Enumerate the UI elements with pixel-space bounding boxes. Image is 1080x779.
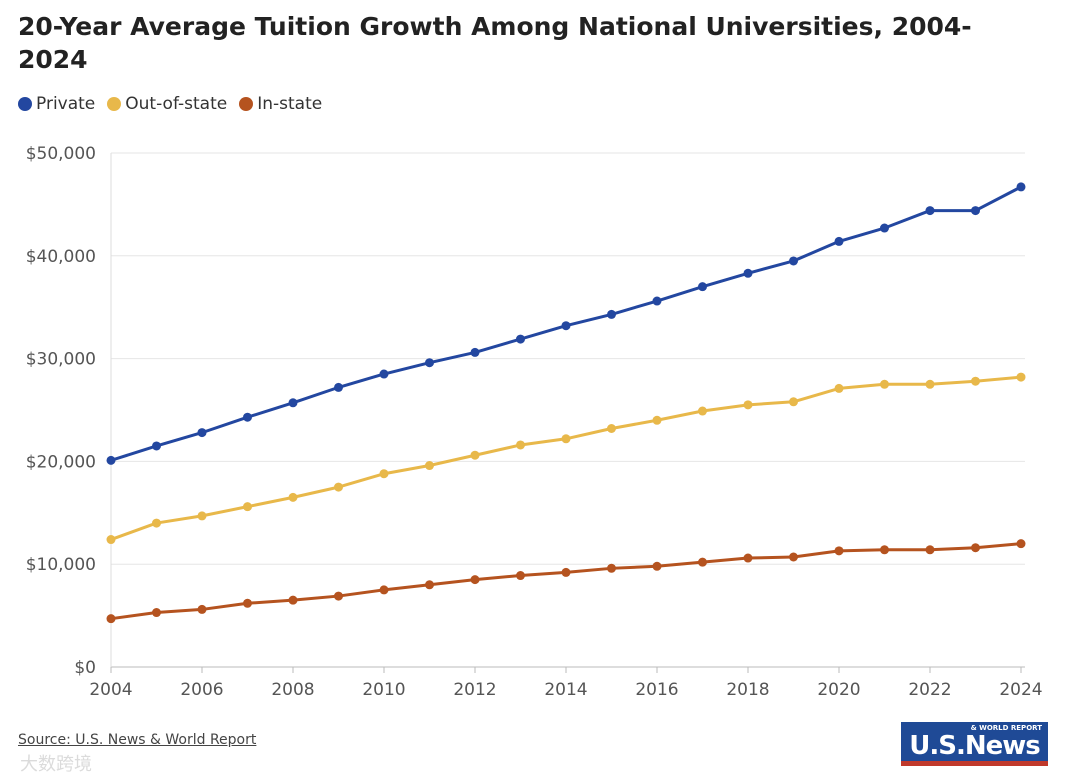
logo-main: U.S.News [909,731,1040,761]
data-point-in-state [607,563,616,573]
legend-swatch [18,97,32,111]
data-point-out-of-state [1016,372,1026,382]
data-point-private [789,256,798,266]
data-point-in-state [743,553,753,563]
x-tick-label: 2004 [89,680,132,700]
data-point-in-state [288,595,298,605]
x-tick-label: 2016 [635,680,678,700]
data-point-in-state [834,546,844,556]
data-point-private [652,296,662,306]
data-point-private [334,382,343,392]
data-point-out-of-state [288,492,298,502]
data-point-private [971,206,980,216]
x-tick-label: 2020 [817,680,860,700]
y-tick-label: $40,000 [26,247,96,267]
data-point-private [197,428,207,438]
data-point-out-of-state [925,379,935,389]
data-point-out-of-state [470,450,480,460]
data-point-out-of-state [152,518,161,528]
data-point-in-state [379,585,389,595]
data-point-out-of-state [698,406,707,416]
data-point-out-of-state [106,535,116,545]
data-point-private [880,223,889,233]
data-point-out-of-state [334,482,343,492]
data-point-out-of-state [197,511,207,521]
data-point-private [561,321,571,331]
legend: Private Out-of-state In-state [18,94,322,114]
data-point-private [288,398,298,408]
legend-swatch [107,97,122,111]
data-point-in-state [106,614,116,624]
source-link[interactable]: Source: U.S. News & World Report [18,732,257,748]
y-tick-label: $0 [74,658,96,678]
data-point-out-of-state [743,400,753,410]
data-point-out-of-state [561,434,571,444]
data-point-private [243,412,252,422]
data-point-private [470,347,480,357]
x-tick-label: 2012 [453,680,496,700]
data-point-in-state [516,571,525,581]
data-point-in-state [925,545,935,555]
legend-label: Out-of-state [125,94,228,114]
y-tick-label: $30,000 [26,350,96,370]
data-point-in-state [698,557,707,567]
data-point-out-of-state [789,397,798,407]
data-point-in-state [425,580,434,590]
data-point-in-state [470,575,480,585]
data-point-out-of-state [834,383,844,393]
data-point-in-state [789,552,798,562]
data-point-private [743,268,753,278]
data-point-out-of-state [516,440,525,450]
legend-label: Private [36,94,96,114]
data-point-out-of-state [425,461,434,471]
data-point-private [425,358,434,368]
x-tick-label: 2024 [999,680,1042,700]
x-tick-label: 2014 [544,680,587,700]
legend-item-private: Private [18,94,95,114]
x-tick-label: 2018 [726,680,769,700]
legend-item-out-of-state: Out-of-state [107,94,227,114]
x-tick-label: 2022 [908,680,951,700]
data-point-private [379,369,389,379]
logo-sub: & WORLD REPORT [970,724,1042,732]
data-point-in-state [652,561,662,571]
data-point-in-state [1016,539,1026,549]
legend-item-in-state: In-state [239,94,322,114]
series-line-out-of-state [110,375,1022,541]
watermark: 大数跨境 [20,754,92,775]
data-point-in-state [561,567,571,577]
data-point-private [1016,182,1026,192]
x-tick-label: 2006 [180,680,223,700]
x-tick-label: 2010 [362,680,405,700]
data-point-out-of-state [379,469,389,479]
usnews-logo: & WORLD REPORT U.S.News [901,722,1048,766]
data-point-in-state [880,545,889,555]
data-point-out-of-state [652,415,662,425]
data-point-out-of-state [243,502,252,512]
y-tick-label: $20,000 [26,452,96,472]
data-point-private [834,236,844,246]
data-point-private [516,334,525,344]
x-tick-label: 2008 [271,680,314,700]
chart-title: 20-Year Average Tuition Growth Among Nat… [18,12,972,74]
legend-swatch [239,97,254,111]
data-point-out-of-state [607,424,616,434]
data-point-out-of-state [971,376,980,386]
data-point-in-state [152,608,161,618]
data-point-private [698,282,707,292]
y-tick-label: $10,000 [26,555,96,575]
data-point-private [106,455,116,465]
data-point-in-state [971,543,980,553]
legend-label: In-state [257,94,323,114]
y-tick-label: $50,000 [26,144,96,164]
data-point-private [925,206,935,216]
data-point-in-state [334,591,343,601]
data-point-private [152,441,161,451]
data-point-in-state [197,604,207,614]
data-point-private [607,309,616,319]
data-point-out-of-state [880,379,889,389]
data-point-in-state [243,598,252,608]
